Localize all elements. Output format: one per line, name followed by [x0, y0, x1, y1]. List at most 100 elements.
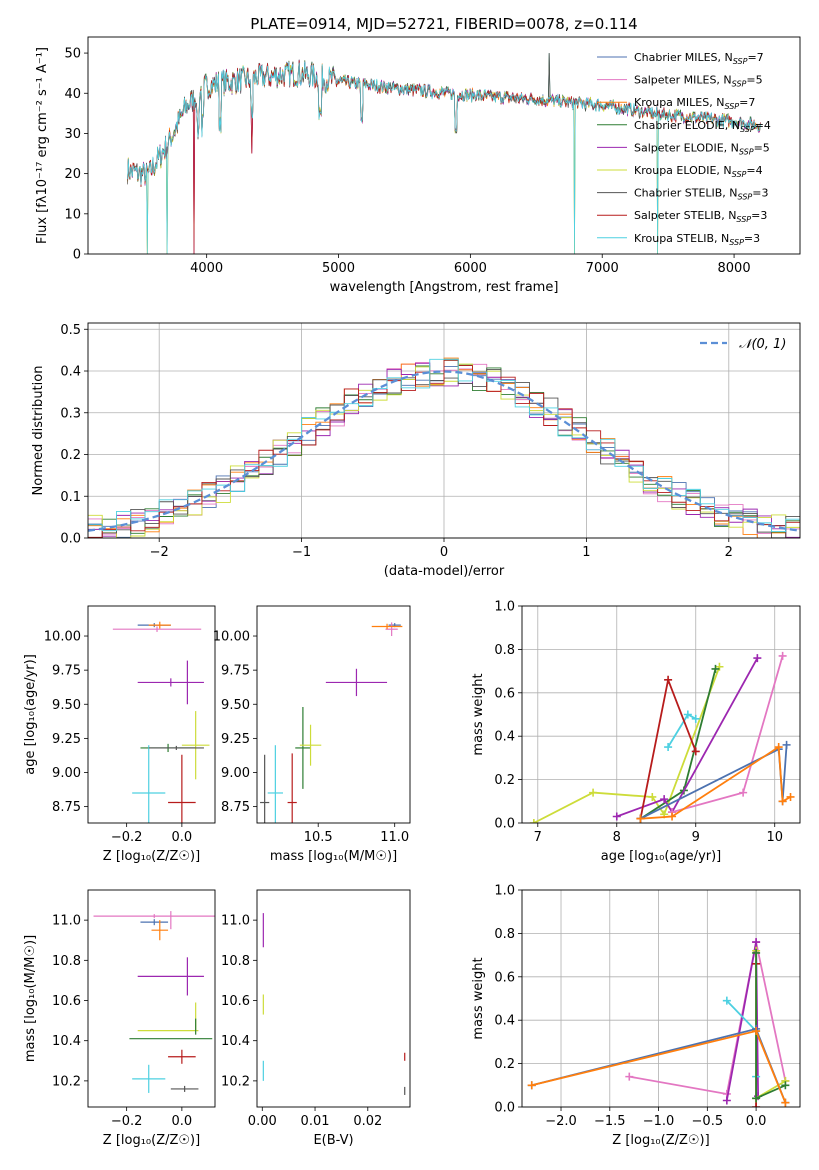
- weight-marker: [683, 710, 692, 719]
- spectrum-series: [127, 61, 761, 254]
- weight-marker: [722, 1096, 731, 1105]
- weight_vs_age-ytick-label: 1.0: [494, 600, 515, 615]
- mass_vs_ebv-ytick-label: 10.2: [221, 1074, 250, 1089]
- age_vs_Z-xtick-label: 0.0: [172, 830, 193, 845]
- weight-marker: [636, 814, 645, 823]
- legend-entry: Salpeter ELODIE, NSSP=5: [634, 141, 770, 156]
- weight-marker: [664, 675, 673, 684]
- spectrum-ytick-label: 40: [64, 87, 81, 102]
- mass_vs_ebv-xtick-label: 0.00: [248, 1114, 277, 1129]
- residuals-axes: −2 −1 0 1 2 0.0 0.1 0.2 0.3 0.4 0.5 (data-model)/er…: [31, 323, 800, 579]
- residuals-ytick-label: 0.2: [60, 448, 81, 463]
- age_vs_mass-ytick-label: 9.00: [221, 766, 250, 781]
- mass_vs_ebv-plot-area: [262, 913, 406, 1095]
- weight_vs_Z-ytick-label: 0.0: [494, 1101, 515, 1116]
- legend-entry: Chabrier MILES, NSSP=7: [634, 51, 764, 66]
- legend-nssp-subscript: SSP: [732, 170, 747, 179]
- spectrum-frame: [87, 36, 801, 255]
- weight_vs_Z-xlabel: Z [log₁₀(Z/Z☉)]: [612, 1133, 709, 1148]
- mass_vs_Z-xtick-label: 0.0: [172, 1114, 193, 1129]
- residuals-ytick-label: 0.3: [60, 406, 81, 421]
- mass_vs_Z-ytick-label: 11.0: [52, 914, 81, 929]
- weight-series: [755, 950, 786, 1100]
- weight-marker: [612, 812, 621, 821]
- weight_vs_age-ytick-label: 0.2: [494, 773, 515, 788]
- legend-nssp-value: =4: [746, 164, 762, 177]
- legend-nssp-value: =3: [752, 187, 768, 200]
- legend-nssp-value: =5: [754, 141, 770, 154]
- weight-marker: [753, 654, 762, 663]
- age_vs_Z-frame: [87, 605, 216, 824]
- weight-marker: [527, 1081, 536, 1090]
- legend-nssp-value: =3: [744, 232, 760, 245]
- legend-nssp-subscript: SSP: [729, 238, 744, 247]
- legend-entry: Salpeter MILES, NSSP=5: [634, 74, 763, 89]
- weight-marker: [781, 1081, 790, 1090]
- residuals-xtick-label: 1: [582, 545, 590, 560]
- weight_vs_Z-axes: −2.0 −1.5 −1.0 −0.5 0.0 0.0 0.2 0.4 0.6 0.8 1.0 Z […: [471, 884, 800, 1148]
- legend-nssp-subscript: SSP: [724, 102, 739, 111]
- age_vs_mass-xtick-label: 10.5: [304, 830, 333, 845]
- weight-marker: [648, 792, 657, 801]
- age_vs_mass-ytick-label: 9.25: [221, 732, 250, 747]
- age_vs_Z-ylabel: age [log₁₀(age/yr)]: [23, 654, 38, 775]
- age_vs_Z-xlabel: Z [log₁₀(Z/Z☉)]: [103, 849, 200, 864]
- mass_vs_ebv-ytick-label: 10.4: [221, 1034, 250, 1049]
- weight_vs_Z-xtick-label: −2.0: [545, 1114, 577, 1129]
- weight-marker: [625, 1072, 634, 1081]
- residual-histogram: [88, 359, 800, 538]
- mass_vs_ebv-ytick-label: 11.0: [221, 914, 250, 929]
- mass_vs_Z-ylabel: mass [log₁₀(M/M☉)]: [23, 935, 38, 1062]
- weight-marker: [711, 664, 720, 673]
- weight_vs_age-ytick-label: 0.8: [494, 643, 515, 658]
- age_vs_Z-ytick-label: 9.50: [52, 698, 81, 713]
- legend-nssp-value: =5: [746, 74, 762, 87]
- spectrum-axes: 4000 5000 6000 7000 8000 0 10 20 30 40 50 wavelengt…: [35, 47, 751, 295]
- weight_vs_age-ytick-label: 0.4: [494, 730, 515, 745]
- age_vs_Z-axes: −0.2 0.0 8.75 9.00 9.25 9.50 9.75 10.00 Z [log₁₀…: [23, 630, 200, 864]
- weight_vs_Z-ytick-label: 0.4: [494, 1014, 515, 1029]
- legend-entry: Kroupa MILES, NSSP=7: [634, 96, 755, 111]
- weight-marker: [752, 1094, 761, 1103]
- weight_vs_Z-xtick-label: −0.5: [692, 1114, 724, 1129]
- weight_vs_Z-xtick-label: 0.0: [746, 1114, 767, 1129]
- mass_vs_Z-xtick-label: −0.2: [111, 1114, 143, 1129]
- legend-nssp-subscript: SSP: [738, 193, 753, 202]
- weight_vs_Z-plot-area: [527, 938, 790, 1107]
- spectrum-ytick-label: 10: [64, 207, 81, 222]
- mass_vs_Z-ytick-label: 10.2: [52, 1074, 81, 1089]
- weight_vs_age-ylabel: mass weight: [471, 673, 486, 755]
- spectrum-ytick-label: 20: [64, 167, 81, 182]
- weight_vs_Z-ytick-label: 1.0: [494, 884, 515, 899]
- residuals-ytick-label: 0.5: [60, 323, 81, 338]
- weight_vs_age-xtick-label: 10: [766, 830, 783, 845]
- weight-marker: [774, 743, 783, 752]
- spectrum-legend: Chabrier MILES, NSSP=7 Salpeter MILES, NS…: [597, 51, 771, 247]
- mass_vs_ebv-axes: 0.00 0.01 0.02 10.2 10.4 10.6 10.8 11.0 E(B-V): [221, 914, 382, 1148]
- legend-entry: Chabrier ELODIE, NSSP=4: [634, 119, 771, 134]
- age_vs_Z-xtick-label: −0.2: [111, 830, 143, 845]
- spectrum-ytick-label: 30: [64, 127, 81, 142]
- age_vs_mass-ytick-label: 9.75: [221, 664, 250, 679]
- spectrum-xtick-label: 8000: [718, 261, 751, 276]
- weight_vs_age-axes: 7 8 9 10 0.0 0.2 0.4 0.6 0.8 1.0 age [log₁₀(age/yr…: [471, 600, 800, 864]
- legend-entry: Kroupa STELIB, NSSP=3: [634, 232, 760, 247]
- mass_vs_Z-ytick-label: 10.6: [52, 994, 81, 1009]
- residual-histogram: [88, 362, 800, 538]
- spectrum-xtick-label: 4000: [190, 261, 223, 276]
- weight_vs_age-plot-area: [529, 651, 795, 823]
- weight-series: [726, 1000, 757, 1077]
- mass_vs_Z-axes: −0.2 0.0 10.2 10.4 10.6 10.8 11.0 Z [log₁₀(Z/Z☉…: [23, 914, 200, 1148]
- mass_vs_Z-ytick-label: 10.4: [52, 1034, 81, 1049]
- age_vs_mass-ytick-label: 8.75: [221, 800, 250, 815]
- mass_vs_ebv-frame: [256, 889, 411, 1108]
- mass_vs_Z-plot-area: [93, 911, 215, 1093]
- mass_vs_ebv-ytick-label: 10.6: [221, 994, 250, 1009]
- legend-nssp-subscript: SSP: [732, 80, 747, 89]
- spectrum-ylabel: Flux [fλ10⁻¹⁷ erg cm⁻² s⁻¹ A⁻¹]: [35, 47, 50, 244]
- residuals-xtick-label: 0: [440, 545, 448, 560]
- normal-curve: [88, 370, 800, 532]
- legend-nssp-subscript: SSP: [740, 125, 755, 134]
- residuals-ytick-label: 0.1: [60, 490, 81, 505]
